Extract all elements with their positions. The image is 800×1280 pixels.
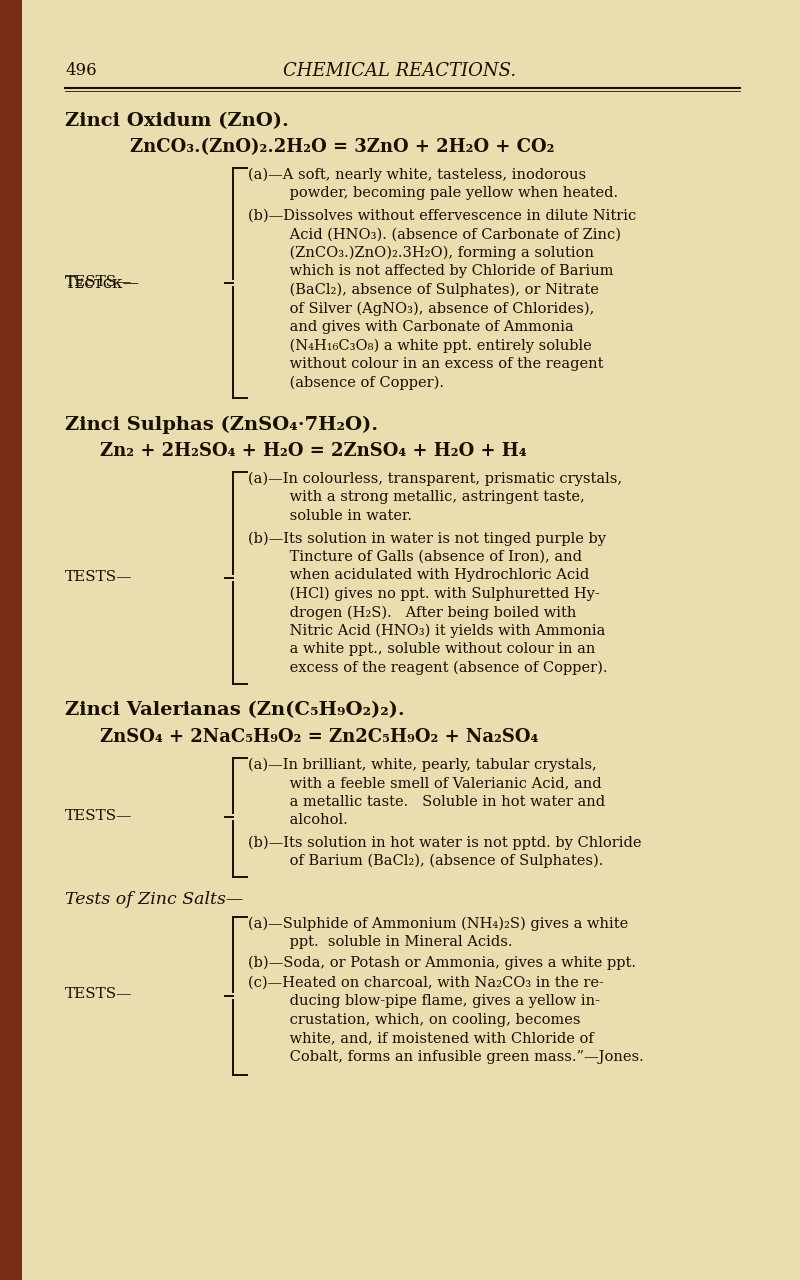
Text: Zinci Valerianas (Zn(C₅H₉O₂)₂).: Zinci Valerianas (Zn(C₅H₉O₂)₂). [65, 701, 405, 719]
Text: ppt.  soluble in Mineral Acids.: ppt. soluble in Mineral Acids. [248, 934, 513, 948]
Text: TESTS—: TESTS— [65, 570, 132, 584]
Text: Acid (HNO₃). (absence of Carbonate of Zinc): Acid (HNO₃). (absence of Carbonate of Zi… [248, 228, 621, 242]
Text: (ZnCO₃.)ZnO)₂.3H₂O), forming a solution: (ZnCO₃.)ZnO)₂.3H₂O), forming a solution [248, 246, 594, 260]
Text: when acidulated with Hydrochloric Acid: when acidulated with Hydrochloric Acid [248, 568, 590, 582]
Text: ZnCO₃.(ZnO)₂.2H₂O = 3ZnO + 2H₂O + CO₂: ZnCO₃.(ZnO)₂.2H₂O = 3ZnO + 2H₂O + CO₂ [130, 138, 554, 156]
Text: of Silver (AgNO₃), absence of Chlorides),: of Silver (AgNO₃), absence of Chlorides)… [248, 302, 594, 316]
Text: Tincture of Galls (absence of Iron), and: Tincture of Galls (absence of Iron), and [248, 550, 582, 564]
Text: (b)—Soda, or Potash or Ammonia, gives a white ppt.: (b)—Soda, or Potash or Ammonia, gives a … [248, 955, 636, 970]
Text: (b)—Dissolves without effervescence in dilute Nitric: (b)—Dissolves without effervescence in d… [248, 209, 636, 223]
Text: Zinci Oxidum (ZnO).: Zinci Oxidum (ZnO). [65, 111, 289, 131]
FancyBboxPatch shape [0, 0, 22, 1280]
Text: (absence of Copper).: (absence of Copper). [248, 375, 444, 390]
Text: with a strong metallic, astringent taste,: with a strong metallic, astringent taste… [248, 490, 585, 504]
Text: ducing blow-pipe flame, gives a yellow in-: ducing blow-pipe flame, gives a yellow i… [248, 995, 600, 1009]
Text: powder, becoming pale yellow when heated.: powder, becoming pale yellow when heated… [248, 187, 618, 201]
Text: drogen (H₂S).   After being boiled with: drogen (H₂S). After being boiled with [248, 605, 576, 620]
Text: (b)—Its solution in hot water is not pptd. by Chloride: (b)—Its solution in hot water is not ppt… [248, 836, 642, 850]
Text: Tests of Zinc Salts—: Tests of Zinc Salts— [65, 891, 243, 908]
Text: without colour in an excess of the reagent: without colour in an excess of the reage… [248, 357, 603, 371]
Text: (a)—In colourless, transparent, prismatic crystals,: (a)—In colourless, transparent, prismati… [248, 472, 622, 486]
Text: crustation, which, on cooling, becomes: crustation, which, on cooling, becomes [248, 1012, 581, 1027]
Text: excess of the reagent (absence of Copper).: excess of the reagent (absence of Copper… [248, 660, 607, 676]
Text: (b)—Its solution in water is not tinged purple by: (b)—Its solution in water is not tinged … [248, 531, 606, 545]
Text: 496: 496 [65, 61, 97, 79]
Text: and gives with Carbonate of Ammonia: and gives with Carbonate of Ammonia [248, 320, 574, 334]
Text: (HCl) gives no ppt. with Sulphuretted Hy-: (HCl) gives no ppt. with Sulphuretted Hy… [248, 588, 600, 602]
Text: white, and, if moistened with Chloride of: white, and, if moistened with Chloride o… [248, 1032, 594, 1046]
Text: of Barium (BaCl₂), (absence of Sulphates).: of Barium (BaCl₂), (absence of Sulphates… [248, 854, 603, 868]
Text: (a)—Sulphide of Ammonium (NH₄)₂S) gives a white: (a)—Sulphide of Ammonium (NH₄)₂S) gives … [248, 916, 628, 931]
Text: Cobalt, forms an infusible green mass.”—Jones.: Cobalt, forms an infusible green mass.”—… [248, 1050, 644, 1064]
Text: alcohol.: alcohol. [248, 813, 348, 827]
Text: TESTS—: TESTS— [65, 987, 132, 1001]
Text: TESTS—: TESTS— [65, 275, 132, 289]
Text: (c)—Heated on charcoal, with Na₂CO₃ in the re-: (c)—Heated on charcoal, with Na₂CO₃ in t… [248, 975, 604, 989]
Text: (N₄H₁₆C₃O₈) a white ppt. entirely soluble: (N₄H₁₆C₃O₈) a white ppt. entirely solubl… [248, 338, 592, 353]
Text: TESTS—: TESTS— [65, 809, 132, 823]
Text: (a)—A soft, nearly white, tasteless, inodorous: (a)—A soft, nearly white, tasteless, ino… [248, 168, 586, 182]
Text: a white ppt., soluble without colour in an: a white ppt., soluble without colour in … [248, 643, 595, 657]
Text: Nitric Acid (HNO₃) it yields with Ammonia: Nitric Acid (HNO₃) it yields with Ammoni… [248, 623, 606, 639]
Text: Zn₂ + 2H₂SO₄ + H₂O = 2ZnSO₄ + H₂O + H₄: Zn₂ + 2H₂SO₄ + H₂O = 2ZnSO₄ + H₂O + H₄ [100, 442, 526, 460]
Text: with a feeble smell of Valerianic Acid, and: with a feeble smell of Valerianic Acid, … [248, 776, 602, 790]
Text: ZnSO₄ + 2NaC₅H₉O₂ = Zn2C₅H₉O₂ + Na₂SO₄: ZnSO₄ + 2NaC₅H₉O₂ = Zn2C₅H₉O₂ + Na₂SO₄ [100, 727, 538, 745]
Text: (a)—In brilliant, white, pearly, tabular crystals,: (a)—In brilliant, white, pearly, tabular… [248, 758, 597, 772]
Text: CHEMICAL REACTIONS.: CHEMICAL REACTIONS. [283, 61, 517, 79]
Text: soluble in water.: soluble in water. [248, 509, 412, 524]
Text: (BaCl₂), absence of Sulphates), or Nitrate: (BaCl₂), absence of Sulphates), or Nitra… [248, 283, 599, 297]
Text: Zinci Sulphas (ZnSO₄·7H₂O).: Zinci Sulphas (ZnSO₄·7H₂O). [65, 416, 378, 434]
Text: which is not affected by Chloride of Barium: which is not affected by Chloride of Bar… [248, 265, 614, 279]
Text: Tᴇᴄᴛᴄᴋ—: Tᴇᴄᴛᴄᴋ— [65, 275, 140, 292]
Text: a metallic taste.   Soluble in hot water and: a metallic taste. Soluble in hot water a… [248, 795, 605, 809]
